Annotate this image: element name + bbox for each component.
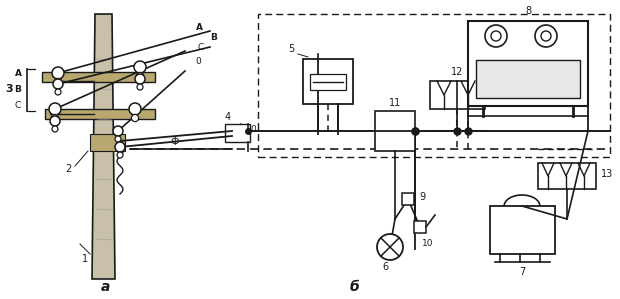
Text: а: а [100,280,110,294]
Text: 1: 1 [82,254,88,264]
Circle shape [131,115,139,122]
Bar [538,163,596,189]
Circle shape [49,103,61,115]
Text: 12: 12 [451,67,463,77]
Circle shape [136,72,144,80]
Polygon shape [45,109,155,119]
Circle shape [134,61,146,73]
Circle shape [491,31,501,41]
Polygon shape [90,134,125,151]
Bar [402,193,414,205]
Bar [375,111,415,151]
Text: 2: 2 [65,164,71,174]
Circle shape [135,74,145,84]
Text: 13: 13 [601,169,613,179]
Text: 10: 10 [422,239,434,248]
Text: 0: 0 [250,126,255,135]
Circle shape [535,25,557,47]
Circle shape [52,126,58,132]
Text: 0: 0 [195,57,201,65]
Circle shape [115,142,125,152]
Circle shape [137,84,143,90]
Text: 11: 11 [389,98,401,108]
Text: 8: 8 [525,6,531,16]
Text: б: б [350,280,360,294]
Bar [225,124,250,142]
Circle shape [55,78,61,86]
Text: 4: 4 [225,112,231,122]
Circle shape [53,79,63,89]
Circle shape [113,126,123,136]
Polygon shape [92,14,115,279]
Text: C: C [198,42,204,51]
Circle shape [50,116,60,126]
Text: Ф: Ф [170,137,179,147]
Bar [414,221,426,233]
Circle shape [51,115,59,122]
Circle shape [541,31,551,41]
Bar [490,206,555,254]
Text: 7: 7 [519,267,525,277]
Bar [430,81,485,109]
Text: 9: 9 [419,192,425,202]
Bar [310,74,346,90]
Text: B: B [14,85,22,94]
Bar [303,59,353,104]
Circle shape [52,67,64,79]
Circle shape [377,234,403,260]
Circle shape [485,25,507,47]
Circle shape [117,152,123,158]
Text: C: C [15,101,21,111]
Text: 3: 3 [5,84,13,94]
Text: B: B [210,33,217,42]
Circle shape [129,103,141,115]
Text: A: A [196,24,203,33]
Circle shape [115,136,121,142]
Bar [468,21,588,106]
Text: 5: 5 [288,44,294,54]
Bar [476,60,580,98]
Circle shape [55,89,61,95]
Text: 6: 6 [382,262,388,272]
Polygon shape [42,72,155,82]
Text: A: A [14,69,22,79]
